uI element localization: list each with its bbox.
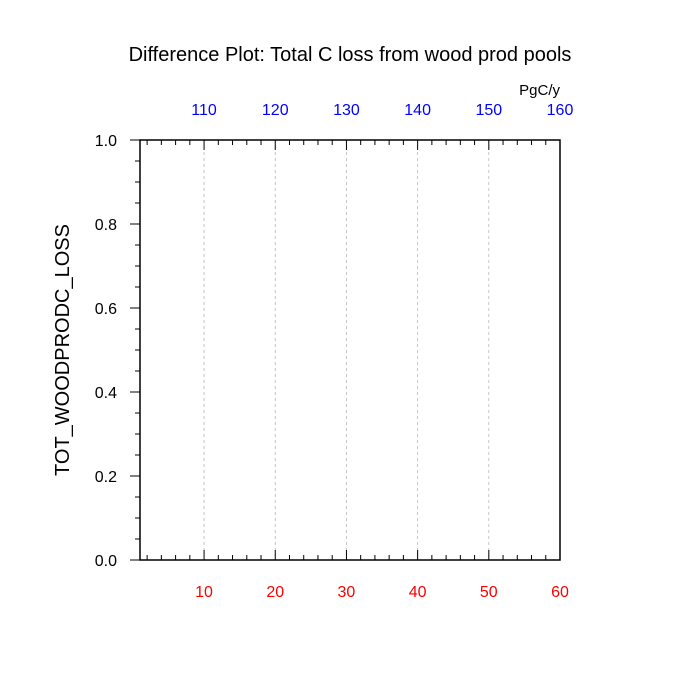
x-bottom-tick-label: 50 [480,584,498,601]
x-top-tick-label: 110 [191,102,217,119]
x-bottom-tick-label: 40 [409,584,427,601]
x-top-tick-label: 150 [475,102,502,119]
x-bottom-tick-label: 20 [266,584,284,601]
chart-title: Difference Plot: Total C loss from wood … [129,44,572,66]
y-tick-label: 0.6 [95,301,117,318]
y-tick-label: 0.2 [95,469,117,486]
x-bottom-tick-label: 60 [551,584,569,601]
y-tick-label: 1.0 [95,133,117,150]
y-tick-label: 0.8 [95,217,117,234]
units-label: PgC/y [519,82,560,99]
grid-lines [203,140,490,560]
x-top-tick-label: 140 [404,102,431,119]
x-top-tick-label: 120 [262,102,289,119]
y-axis-label: TOT_WOODPRODC_LOSS [52,224,74,476]
y-tick-label: 0.0 [95,553,117,570]
plot-frame [139,139,561,561]
x-bottom-tick-label: 10 [195,584,213,601]
x-top-tick-label: 160 [547,102,574,119]
tick-labels: 10 20 30 40 50 60 110 120 130 140 150 160 0.0 0.2 0.4 0… [95,102,574,601]
y-tick-label: 0.4 [95,385,117,402]
x-top-tick-label: 130 [333,102,360,119]
x-bottom-tick-label: 30 [338,584,356,601]
tick-marks [130,139,561,561]
